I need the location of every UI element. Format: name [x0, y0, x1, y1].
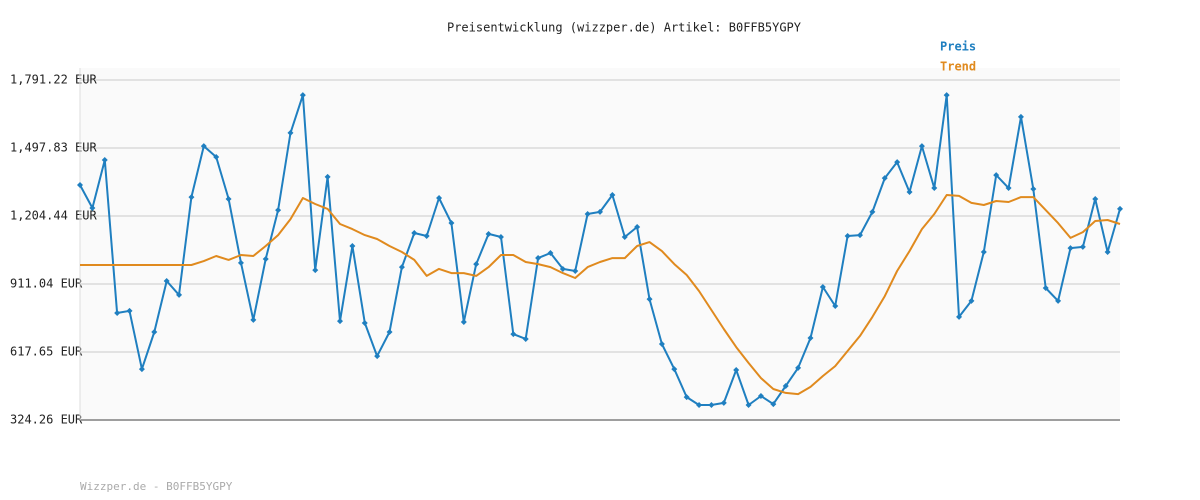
data-point — [757, 392, 764, 399]
data-point — [547, 249, 554, 256]
data-point — [869, 208, 876, 215]
data-point — [324, 173, 331, 180]
data-point — [993, 172, 1000, 179]
data-point — [658, 341, 665, 348]
data-point — [745, 401, 752, 408]
data-point — [312, 267, 319, 274]
data-point — [720, 399, 727, 406]
data-point — [646, 296, 653, 303]
data-point — [621, 233, 628, 240]
data-point — [200, 143, 207, 150]
data-point — [597, 208, 603, 215]
data-point — [151, 328, 158, 335]
data-point — [894, 159, 901, 166]
series-line — [80, 194, 1121, 396]
footer: Wizzper.de - B0FFB5YGPY — [80, 480, 233, 493]
data-point — [1005, 185, 1012, 192]
data-point — [114, 309, 121, 316]
data-point — [485, 230, 492, 237]
data-point — [237, 259, 244, 266]
data-point — [176, 291, 183, 298]
y-tick-label: 617.65 EUR — [10, 345, 83, 359]
data-point — [832, 303, 839, 310]
data-point — [559, 265, 566, 272]
data-point — [213, 153, 220, 160]
data-point — [188, 194, 195, 201]
y-tick-label: 1,204.44 EUR — [10, 208, 97, 222]
data-point — [77, 182, 83, 189]
data-point — [386, 328, 393, 335]
data-point — [398, 264, 405, 271]
data-point — [857, 232, 863, 239]
y-tick-label: 324.26 EUR — [10, 413, 83, 427]
data-point — [262, 255, 269, 262]
data-point — [683, 394, 690, 401]
data-point — [696, 401, 703, 408]
data-point — [163, 277, 170, 284]
data-point — [956, 313, 963, 320]
y-tick-label: 1,497.83 EUR — [10, 140, 97, 154]
data-point — [906, 188, 913, 195]
data-point — [1042, 284, 1049, 291]
data-point — [101, 157, 108, 164]
data-point — [535, 255, 542, 262]
legend-label: Trend — [940, 60, 976, 74]
y-tick-label: 911.04 EUR — [10, 277, 83, 291]
data-point — [299, 92, 306, 99]
data-point — [968, 297, 975, 304]
data-point — [980, 249, 987, 256]
data-point — [225, 195, 232, 202]
chart-title: Preisentwicklung (wizzper.de) Artikel: B… — [447, 21, 802, 35]
data-point — [1067, 245, 1074, 252]
data-point — [448, 220, 455, 227]
data-point — [634, 223, 641, 230]
data-point — [572, 268, 579, 275]
data-point — [522, 335, 529, 342]
data-point — [844, 233, 851, 240]
data-point — [436, 195, 443, 202]
data-point — [733, 366, 740, 373]
data-point — [1079, 243, 1086, 250]
data-point — [349, 242, 356, 249]
data-point — [1030, 185, 1037, 192]
data-point — [795, 364, 802, 371]
data-point — [819, 284, 826, 291]
data-point — [361, 319, 368, 326]
data-point — [374, 353, 381, 360]
data-point — [275, 207, 282, 214]
data-point — [1092, 195, 1099, 202]
data-point — [1017, 113, 1024, 120]
data-point — [807, 335, 814, 342]
data-point — [782, 382, 789, 389]
data-point — [943, 92, 950, 99]
legend-label: Preis — [940, 40, 976, 54]
y-tick-label: 1,791.22 EUR — [10, 73, 97, 87]
data-point — [584, 211, 591, 218]
data-point — [473, 261, 480, 268]
data-point — [671, 366, 678, 373]
data-point — [881, 175, 888, 182]
data-point — [287, 129, 294, 136]
plot-area — [80, 68, 1120, 420]
data-point — [1104, 249, 1111, 256]
data-point — [770, 401, 777, 408]
data-point — [423, 233, 430, 240]
data-point — [460, 319, 467, 326]
data-point — [337, 318, 343, 325]
data-point — [510, 331, 517, 338]
data-point — [89, 204, 96, 211]
data-point — [918, 143, 925, 150]
data-point — [1117, 205, 1123, 212]
data-point — [126, 307, 133, 314]
data-point — [250, 316, 257, 323]
data-point — [497, 233, 504, 240]
data-point — [609, 192, 616, 199]
data-point — [931, 185, 938, 192]
data-point — [708, 401, 715, 408]
data-point — [1055, 297, 1062, 304]
data-point — [138, 366, 145, 373]
data-point — [411, 230, 418, 237]
